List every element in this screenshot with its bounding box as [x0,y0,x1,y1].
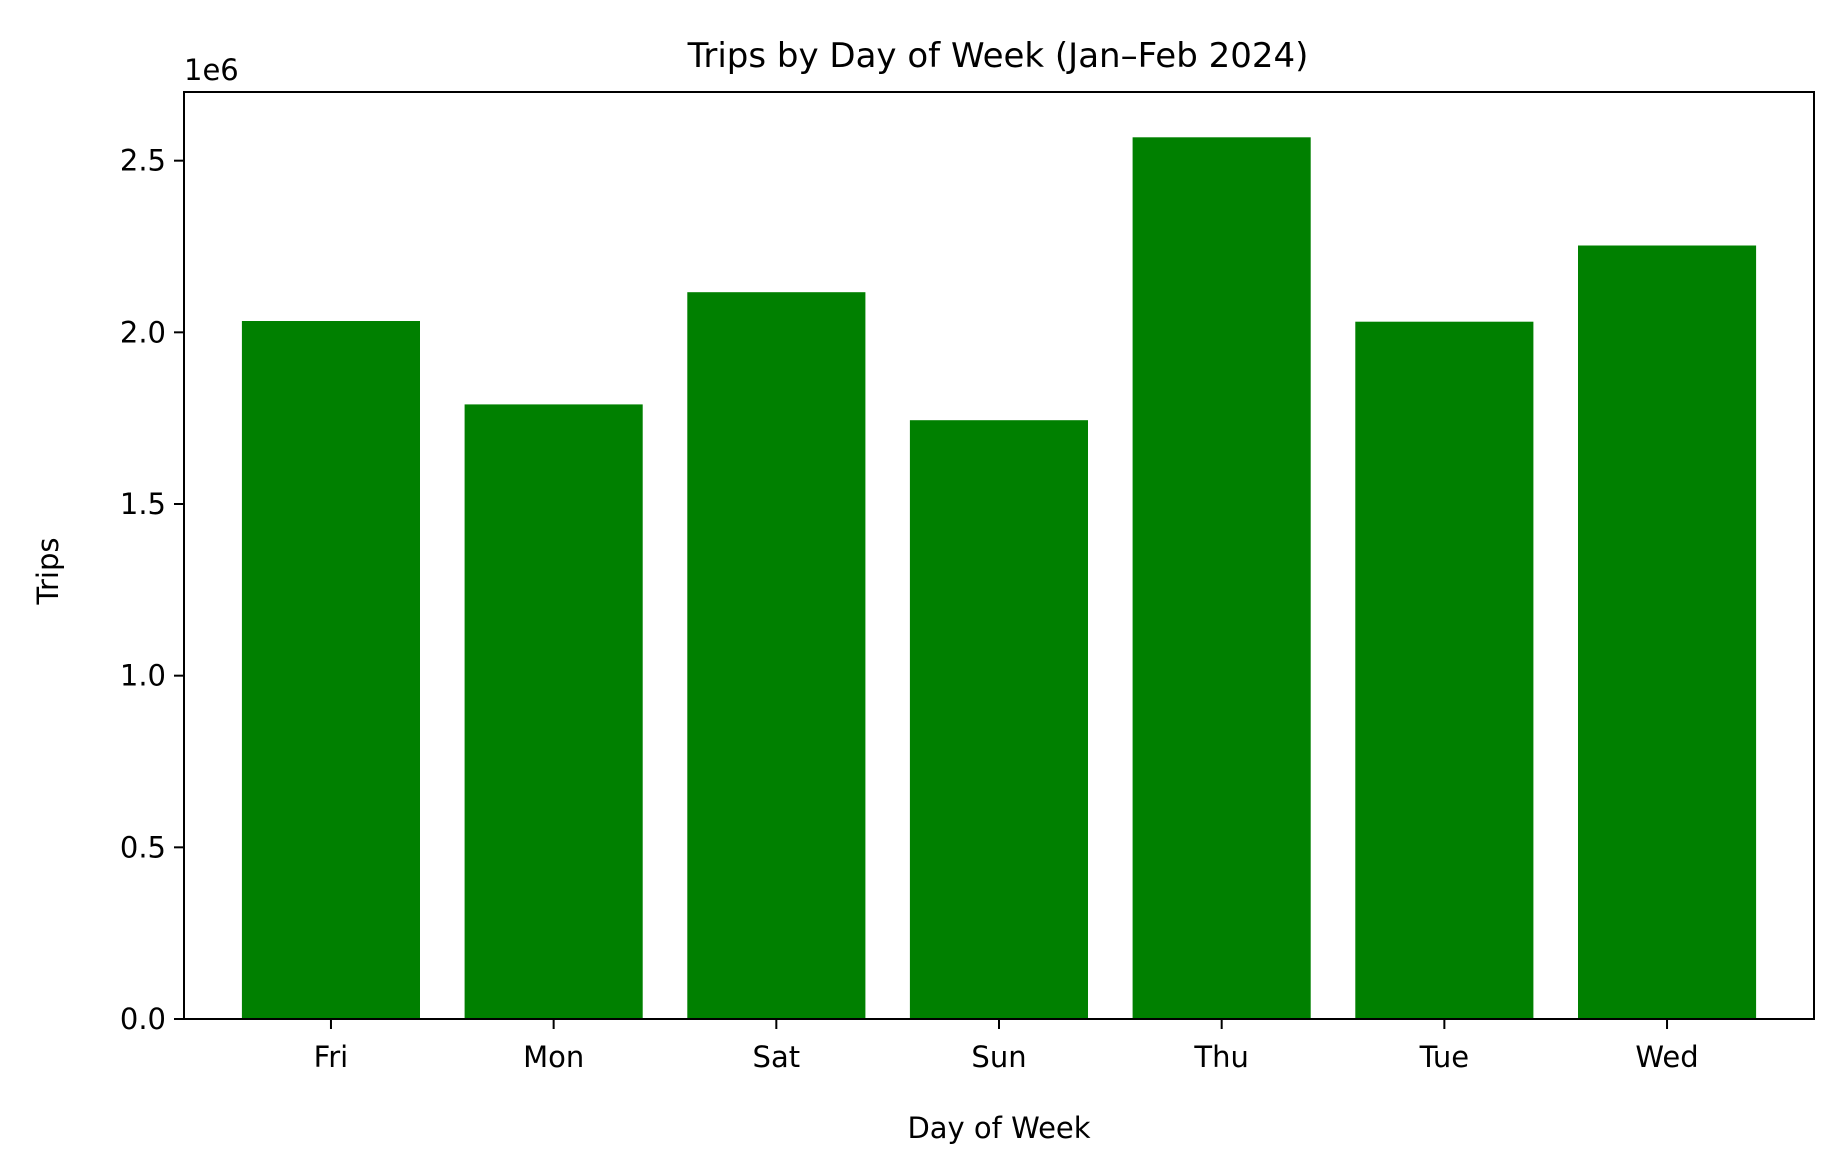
y-axis-label: Trips [31,538,65,606]
x-tick-label: Sun [971,1040,1026,1074]
x-tick-label: Tue [1419,1040,1470,1074]
y-tick-label: 1.5 [120,487,166,521]
bar-tue [1355,321,1534,1019]
y-axis-ticks: 0.0 0.5 1.0 1.5 2.0 2.5 [120,144,184,1036]
chart-title: Trips by Day of Week (Jan–Feb 2024) [687,36,1309,76]
x-tick-label: Sat [753,1040,801,1074]
bar-sat [687,292,866,1019]
x-tick-label: Mon [523,1040,584,1074]
y-axis-offset-label: 1e6 [184,53,239,87]
y-tick-label: 2.5 [120,144,166,178]
plot-area-frame [183,91,1815,1020]
bar-sun [909,420,1088,1019]
bar-fri [241,321,420,1019]
bar-thu [1132,137,1311,1020]
x-tick-label: Thu [1193,1040,1248,1074]
y-tick-label: 0.0 [120,1002,166,1036]
x-tick-label: Fri [314,1040,349,1074]
x-axis-label: Day of Week [907,1111,1090,1145]
y-tick-label: 2.0 [120,315,166,349]
bar-mon [464,404,643,1019]
y-tick-label: 1.0 [120,659,166,693]
x-tick-label: Wed [1635,1040,1698,1074]
y-tick-label: 0.5 [120,830,166,864]
bars-group [241,137,1757,1020]
x-axis-ticks: Fri Mon Sat Sun Thu Tue Wed [314,1019,1699,1074]
bar-wed [1578,245,1757,1019]
